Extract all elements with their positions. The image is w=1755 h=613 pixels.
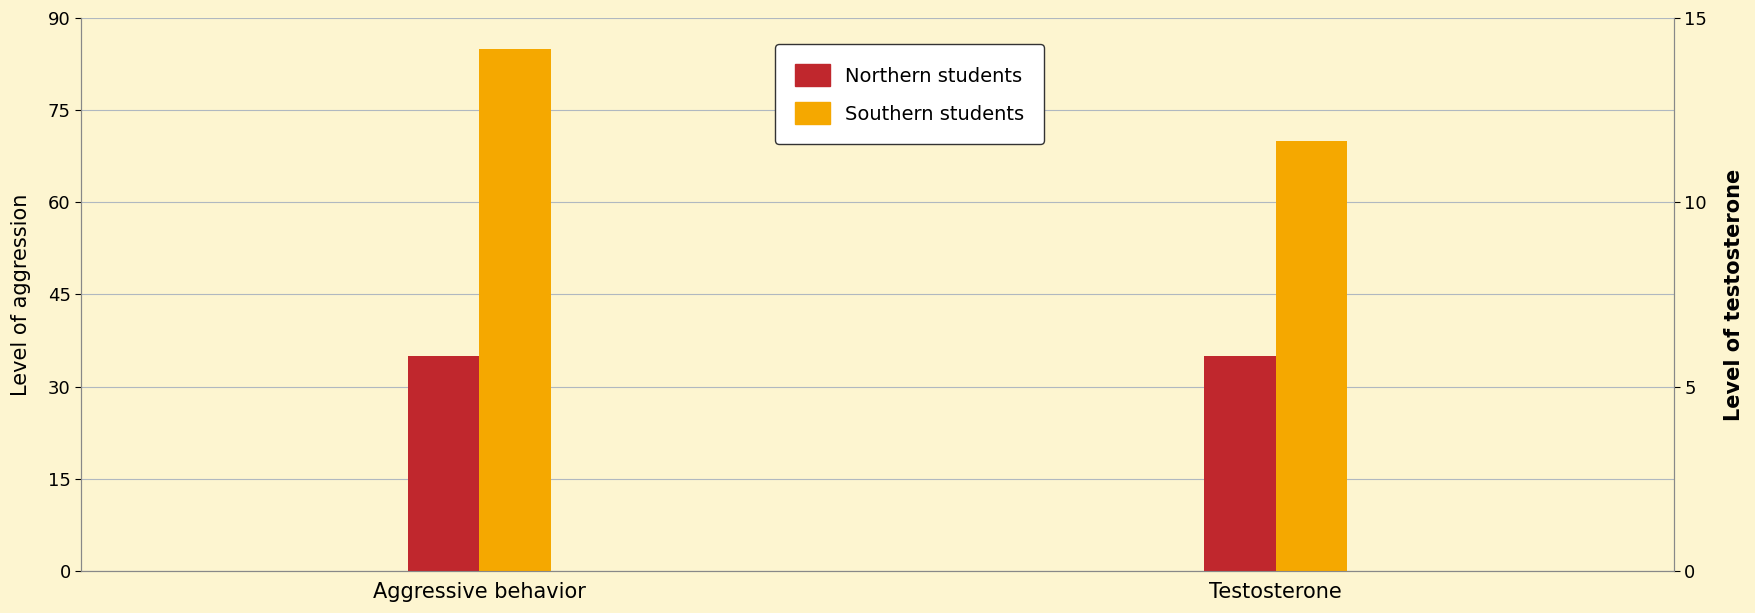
Legend: Northern students, Southern students: Northern students, Southern students (776, 44, 1044, 144)
Bar (1276, 141, 1348, 571)
Bar (407, 356, 479, 571)
Bar (479, 49, 551, 571)
Y-axis label: Level of aggression: Level of aggression (11, 193, 32, 395)
Y-axis label: Level of testosterone: Level of testosterone (1723, 169, 1744, 421)
Bar (1204, 356, 1276, 571)
